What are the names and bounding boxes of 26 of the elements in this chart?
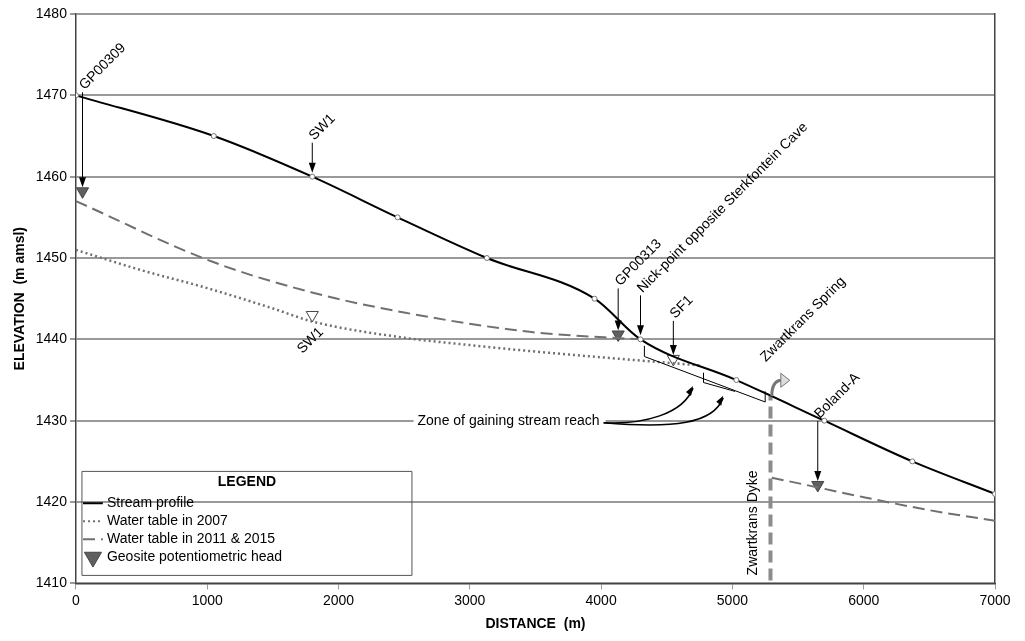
x-tick-label: 5000 [716, 591, 749, 608]
legend-label: Water table in 2007 [106, 512, 229, 529]
annotation: SF1 [666, 291, 696, 322]
y-tick-label: 1450 [35, 248, 68, 265]
y-tick-label: 1430 [35, 411, 68, 428]
ref-line-label: Zwartkrans Dyke [744, 470, 761, 576]
x-tick-label: 4000 [585, 591, 617, 608]
legend-title: LEGEND [217, 473, 277, 490]
x-axis-title: DISTANCE (m) [485, 615, 586, 632]
x-tick-label: 0 [72, 591, 81, 608]
y-tick-label: 1480 [35, 4, 68, 21]
y-tick-label: 1420 [35, 492, 68, 509]
y-axis-title: ELEVATION (m amsl) [11, 227, 28, 371]
legend-label: Geosite potentiometric head [106, 548, 283, 565]
x-tick-label: 3000 [454, 591, 486, 608]
y-tick-label: 1440 [35, 330, 68, 347]
y-tick-label: 1470 [35, 86, 68, 103]
annotation: Zone of gaining stream reach [417, 411, 600, 428]
x-tick-label: 7000 [979, 591, 1011, 608]
y-tick-label: 1410 [35, 574, 68, 591]
legend-label: Stream profile [106, 494, 195, 511]
x-tick-label: 1000 [191, 591, 224, 608]
x-tick-label: 2000 [322, 591, 355, 608]
y-tick-label: 1460 [35, 167, 68, 184]
legend-label: Water table in 2011 & 2015 [106, 530, 276, 547]
x-tick-label: 6000 [848, 591, 880, 608]
